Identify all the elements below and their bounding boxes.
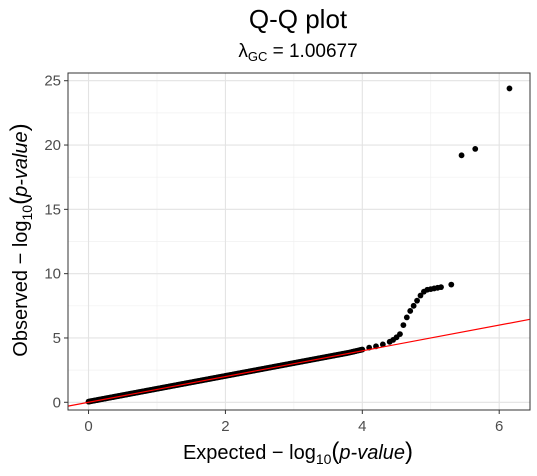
x-tick-label: 2	[221, 418, 229, 435]
y-tick-label: 10	[44, 266, 61, 283]
x-tick-label: 6	[495, 418, 503, 435]
x-tick-label: 4	[358, 418, 366, 435]
y-axis-title-prefix: Observed − log	[10, 220, 32, 356]
y-axis-title: Observed − log10(p-value)	[6, 123, 35, 356]
y-axis-title-subscript: 10	[19, 205, 35, 221]
data-point	[403, 314, 410, 321]
x-axis-title-italic: p-value	[338, 442, 405, 464]
x-axis-title-open-paren: (	[331, 438, 339, 465]
lambda-equals: =	[267, 41, 289, 62]
x-axis-title-subscript: 10	[316, 451, 332, 467]
lambda-symbol: λ	[238, 41, 248, 62]
panel-border	[67, 72, 531, 411]
data-points	[85, 85, 513, 405]
axis-ticks: 0 2 4 6 0 5 10 15 20 25	[44, 73, 503, 435]
data-point	[506, 85, 513, 92]
y-axis-title-open-paren: (	[6, 197, 33, 205]
data-point	[438, 284, 444, 291]
lambda-value: 1.00677	[289, 41, 358, 62]
reference-line-layer	[67, 318, 531, 407]
y-axis-title-close-paren: )	[6, 123, 33, 131]
data-point	[410, 302, 417, 309]
data-point	[417, 292, 424, 299]
reference-line	[67, 318, 531, 407]
y-tick-label: 0	[53, 394, 61, 411]
data-point	[407, 308, 414, 314]
x-axis-title: Expected − log10(p-value)	[183, 438, 413, 467]
x-axis-title-close-paren: )	[405, 438, 413, 465]
grid-lines	[68, 73, 530, 410]
chart-subtitle: λGC = 1.00677	[238, 41, 357, 64]
y-tick-label: 5	[53, 330, 61, 347]
x-tick-label: 0	[84, 418, 92, 435]
chart-title: Q-Q plot	[249, 4, 348, 34]
data-point	[458, 152, 465, 159]
lambda-subscript: GC	[248, 49, 268, 64]
x-axis-title-prefix: Expected − log	[183, 442, 316, 464]
data-point	[414, 297, 420, 304]
y-tick-label: 20	[44, 137, 61, 154]
data-point	[379, 341, 386, 348]
data-point	[448, 281, 455, 288]
data-point	[472, 145, 479, 152]
data-point	[397, 331, 403, 338]
y-tick-label: 15	[44, 201, 61, 218]
y-tick-label: 25	[44, 73, 61, 90]
y-axis-title-italic: p-value	[10, 131, 32, 198]
data-point	[400, 322, 407, 329]
